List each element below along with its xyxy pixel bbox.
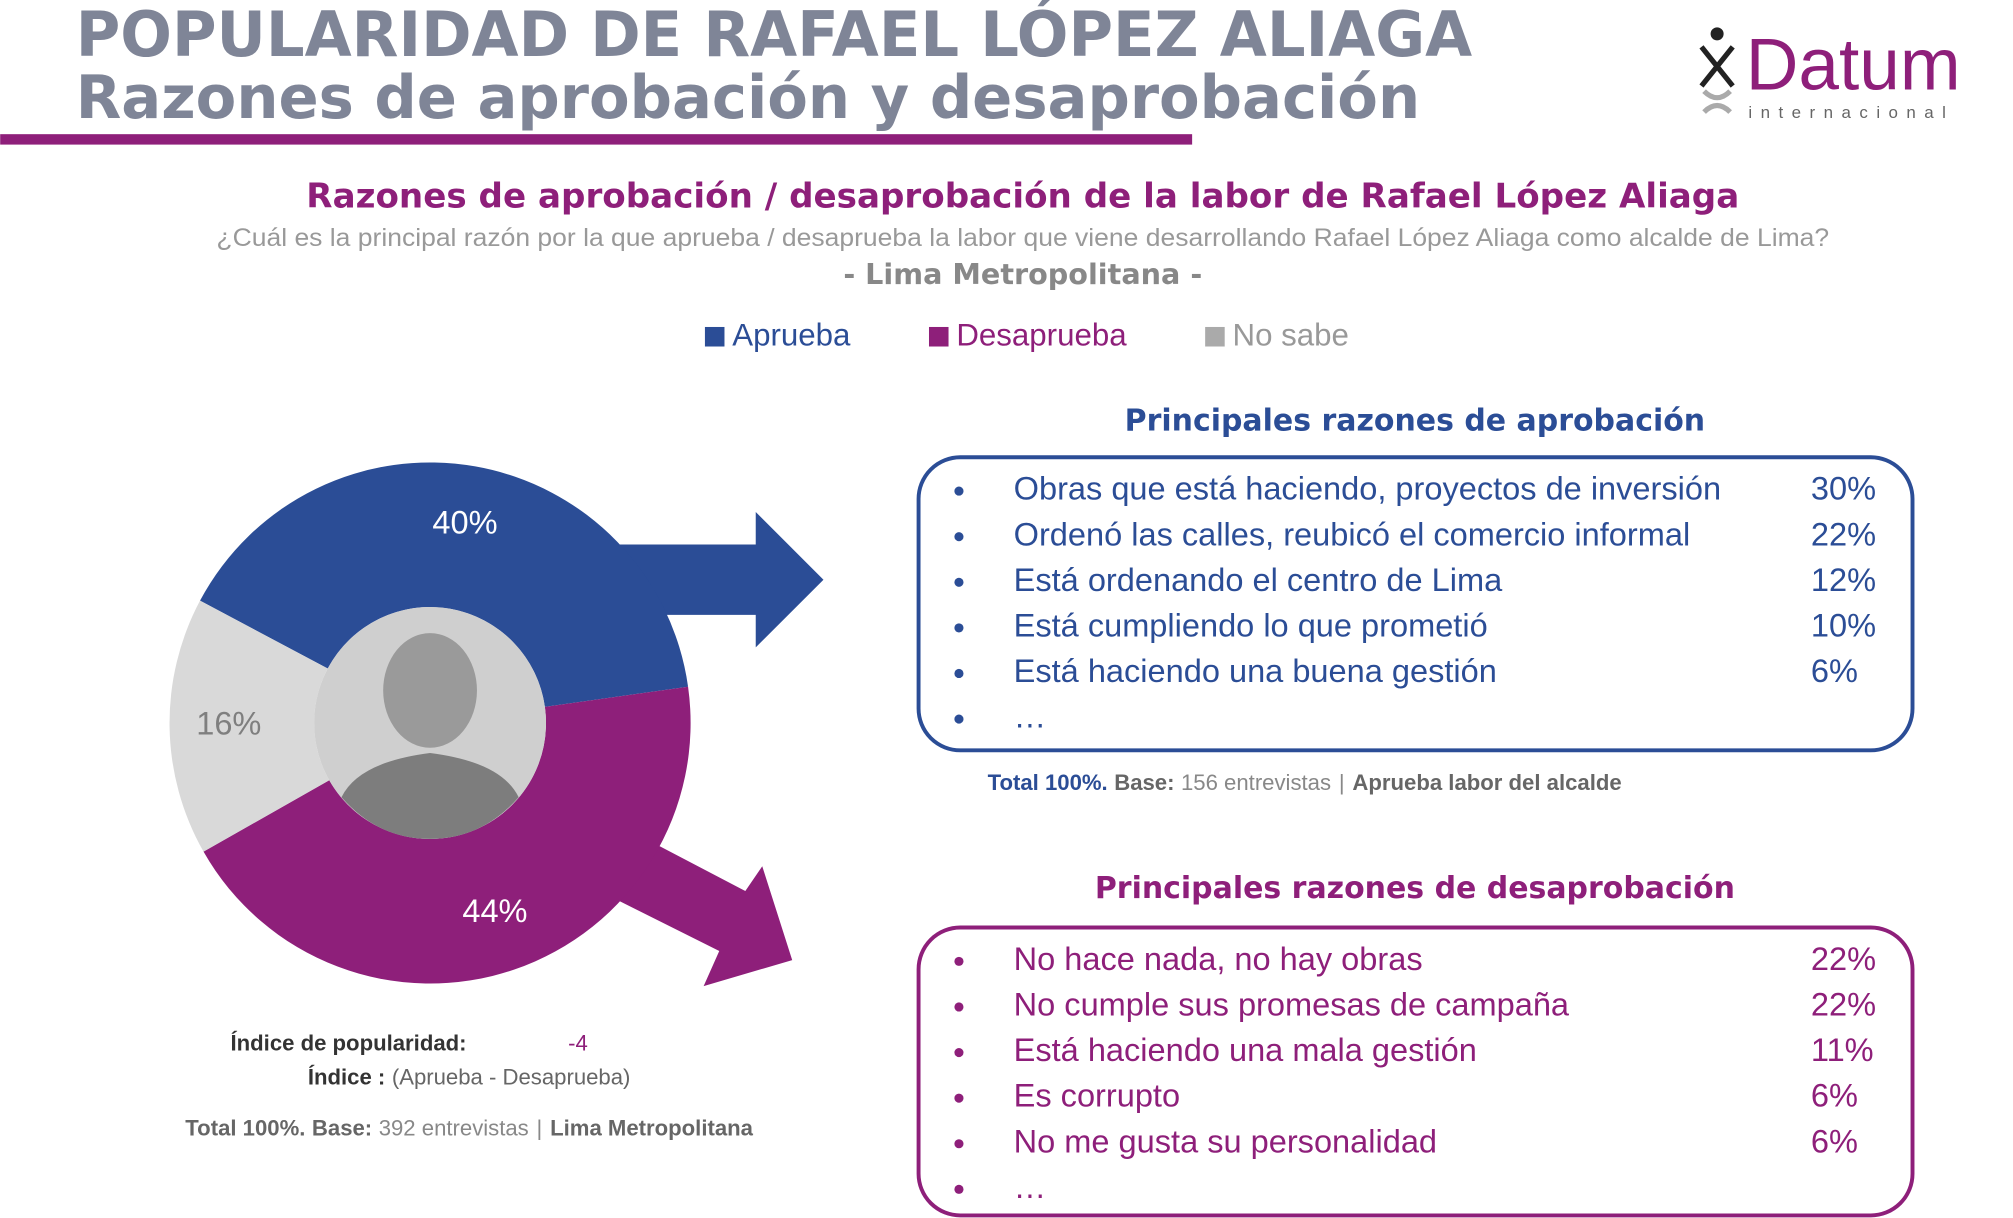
header-bar [0,134,1193,145]
approval-title: Principales razones de aprobación [1125,404,1706,439]
reason-text: Está haciendo una buena gestión [1014,653,1497,689]
bullet [954,577,964,587]
arrow [609,833,793,987]
index-footer: Total 100%. Base: 392 entrevistas | Lima Met… [185,1115,753,1140]
reason-value: 12% [1811,562,1876,598]
legend: Aprueba Desaprueba No sabe [704,318,1349,353]
legend-label: Desaprueba [956,318,1127,353]
reason-text: Ordenó las calles, reubicó el comercio i… [1014,516,1691,552]
disapproval-title: Principales razones de desaprobación [1095,871,1735,906]
approval-footer: Total 100%. Base: 156 entrevistas | Aprueba … [988,770,1622,795]
bullet [954,623,964,633]
reason-text: Está cumpliendo lo que prometió [1014,607,1488,643]
bullet [954,1048,964,1058]
legend-swatch [1205,326,1225,347]
reason-text: … [1014,1169,1047,1205]
footer-separator: | [537,1115,543,1140]
reason-value: 11% [1811,1032,1874,1068]
footer-scope: Lima Metropolitana [550,1115,754,1140]
approval-list: Obras que está haciendo, proyectos de in… [954,471,1876,735]
logo-sub: internacional [1748,103,1954,122]
disapproval-list: No hace nada, no hay obras 22% No cumple s… [954,941,1876,1205]
reason-text: No hace nada, no hay obras [1014,941,1423,977]
donut-slice [200,462,689,707]
reason-text: Está haciendo una mala gestión [1014,1032,1477,1068]
legend-label: Aprueba [732,318,851,353]
footer-scope: Aprueba labor del alcalde [1352,770,1621,795]
reason-value: 6% [1811,1123,1858,1159]
legend-swatch [704,326,725,347]
footer-separator: | [1339,770,1345,795]
approval-box [916,455,1915,753]
header-title: POPULARIDAD DE RAFAEL LÓPEZ ALIAGA [76,0,1473,71]
slice-label: 40% [432,504,497,540]
reason-text: No cumple sus promesas de campaña [1014,987,1570,1023]
index-formula: (Aprueba - Desaprueba) [392,1064,631,1089]
slice-label: 16% [196,705,261,741]
reason-value: 22% [1811,987,1876,1023]
footer-total: Total 100%. [185,1115,305,1140]
legend-label: No sabe [1233,318,1349,353]
reason-text: Es corrupto [1014,1078,1180,1114]
legend-swatch [928,326,949,347]
reason-text: No me gusta su personalidad [1014,1123,1437,1159]
reason-value: 6% [1811,653,1858,689]
index-line: Índice de popularidad: [231,1031,467,1056]
reason-value: 10% [1811,607,1876,643]
slice-label: 44% [462,893,527,929]
bullet [954,714,964,724]
footer-total: Total 100%. [988,770,1108,795]
reason-text: Está ordenando el centro de Lima [1014,562,1503,598]
bullet [954,1184,964,1194]
footer-base: 156 entrevistas [1181,770,1331,795]
reason-text: … [1014,699,1047,735]
chart-scope: - Lima Metropolitana - [843,257,1202,291]
reason-value: 22% [1811,941,1876,977]
footer-base-label: Base: [1114,770,1174,795]
donut-slice [169,600,330,852]
bullet [954,668,964,679]
footer-base-label: Base: [312,1115,372,1140]
index-value: -4 [568,1031,588,1056]
disapproval-box [916,925,1915,1218]
header-subtitle: Razones de aprobación y desaprobación [76,63,1420,133]
bullet [954,1002,964,1012]
bullet [954,1139,964,1149]
reason-value: 22% [1811,516,1876,552]
bullet [954,532,964,542]
index-label: Índice de popularidad: [231,1031,467,1056]
chart-title: Razones de aprobación / desaprobación de… [306,177,1739,216]
logo: Datum [1746,25,1961,106]
index-formula-line: Índice : (Aprueba - Desaprueba) [308,1064,631,1089]
photo [314,607,547,839]
donut-slice [203,686,691,984]
bullet [954,1093,964,1103]
footer-base: 392 entrevistas [379,1115,529,1140]
bullet [954,956,964,966]
reason-text: Obras que está haciendo, proyectos de in… [1014,471,1721,507]
reason-value: 30% [1811,471,1876,507]
donut: 40% 44% 16% [169,462,691,984]
reason-value: 6% [1811,1078,1858,1114]
index-formula-label: Índice : [308,1064,385,1089]
chart-subtitle: ¿Cuál es la principal razón por la que a… [216,225,1829,252]
bullet [954,486,964,496]
logo-icon [1699,27,1735,114]
